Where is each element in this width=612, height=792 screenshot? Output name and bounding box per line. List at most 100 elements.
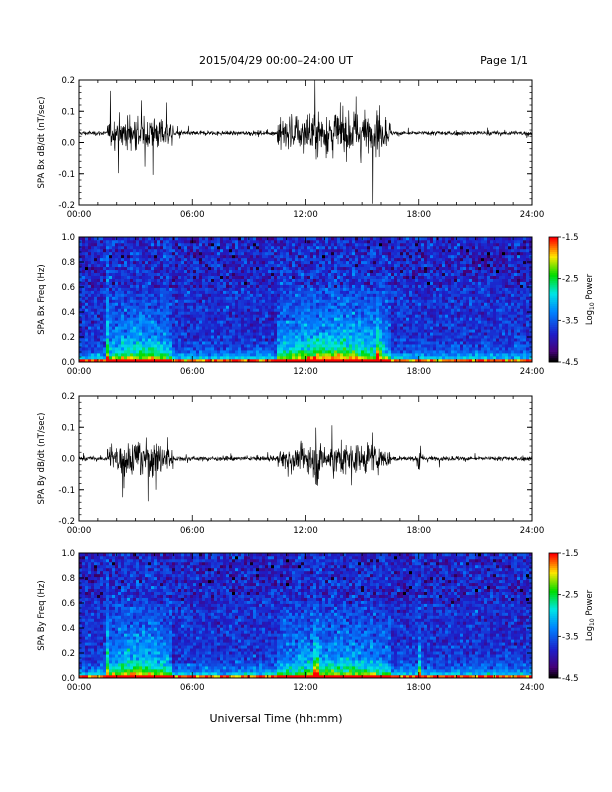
spectrogram-cell bbox=[385, 344, 389, 348]
spectrogram-cell bbox=[400, 347, 404, 351]
spectrogram-cell bbox=[424, 356, 428, 360]
spectrogram-cell bbox=[115, 302, 119, 306]
spectrogram-cell bbox=[406, 237, 410, 241]
spectrogram-cell bbox=[310, 341, 314, 345]
spectrogram-cell bbox=[82, 326, 86, 330]
spectrogram-cell bbox=[265, 237, 269, 241]
spectrogram-cell bbox=[190, 332, 194, 336]
spectrogram-cell bbox=[160, 237, 164, 241]
spectrogram-cell bbox=[181, 281, 185, 285]
spectrogram-cell bbox=[265, 353, 269, 357]
spectrogram-cell bbox=[325, 251, 329, 256]
spectrogram-cell bbox=[85, 281, 89, 285]
spectrogram-cell bbox=[364, 347, 368, 351]
spectrogram-cell bbox=[382, 308, 386, 312]
spectrogram-cell bbox=[373, 320, 377, 324]
spectrogram-cell bbox=[112, 332, 116, 336]
spectrogram-cell bbox=[337, 278, 341, 282]
spectrogram-cell bbox=[112, 242, 116, 247]
spectrogram-cell bbox=[199, 242, 203, 247]
spectrogram-cell bbox=[85, 251, 89, 256]
spectrogram-cell bbox=[280, 281, 284, 285]
spectrogram-cell bbox=[103, 332, 107, 336]
spectrogram-cell bbox=[187, 332, 191, 336]
spectrogram-cell bbox=[214, 254, 218, 259]
spectrogram-cell bbox=[97, 344, 101, 348]
spectrogram-cell bbox=[205, 287, 209, 291]
spectrogram-cell bbox=[256, 299, 260, 303]
spectrogram-cell bbox=[397, 251, 401, 256]
spectrogram-cell bbox=[166, 311, 170, 315]
spectrogram-cell bbox=[301, 329, 305, 333]
spectrogram-cell bbox=[97, 266, 101, 271]
spectrogram-cell bbox=[223, 272, 227, 276]
spectrogram-cell bbox=[244, 332, 248, 336]
spectrogram-cell bbox=[346, 323, 350, 327]
spectrogram-cell bbox=[139, 281, 143, 285]
spectrogram-cell bbox=[352, 356, 356, 360]
spectrogram-cell bbox=[211, 242, 215, 247]
spectrogram-cell bbox=[400, 344, 404, 348]
spectrogram-cell bbox=[397, 332, 401, 336]
spectrogram-cell bbox=[292, 311, 296, 315]
spectrogram-cell bbox=[343, 278, 347, 282]
spectrogram-cell bbox=[175, 320, 179, 324]
spectrogram-cell bbox=[184, 326, 188, 330]
spectrogram-cell bbox=[421, 260, 425, 265]
spectrogram-cell bbox=[406, 329, 410, 333]
spectrogram-cell bbox=[85, 350, 89, 354]
spectrogram-cell bbox=[133, 350, 137, 354]
spectrogram-cell bbox=[196, 296, 200, 300]
spectrogram-cell bbox=[397, 254, 401, 259]
spectrogram-cell bbox=[268, 317, 272, 321]
spectrogram-cell bbox=[106, 281, 110, 285]
spectrogram-cell bbox=[286, 260, 290, 265]
spectrogram-cell bbox=[109, 281, 113, 285]
spectrogram-cell bbox=[340, 260, 344, 265]
spectrogram-cell bbox=[307, 353, 311, 357]
spectrogram-cell bbox=[103, 278, 107, 282]
spectrogram-cell bbox=[151, 272, 155, 276]
spectrogram-cell bbox=[160, 338, 164, 342]
spectrogram-cell bbox=[211, 317, 215, 321]
spectrogram-cell bbox=[280, 296, 284, 300]
spectrogram-cell bbox=[202, 356, 206, 360]
spectrogram-cell bbox=[397, 311, 401, 315]
spectrogram-cell bbox=[205, 305, 209, 309]
spectrogram-cell bbox=[235, 296, 239, 300]
spectrogram-cell bbox=[193, 287, 197, 291]
spectrogram-cell bbox=[337, 290, 341, 294]
spectrogram-cell bbox=[412, 275, 416, 279]
spectrogram-cell bbox=[97, 272, 101, 276]
spectrogram-cell bbox=[139, 335, 143, 339]
spectrogram-cell bbox=[385, 278, 389, 282]
spectrogram-cell bbox=[217, 305, 221, 309]
spectrogram-cell bbox=[358, 323, 362, 327]
spectrogram-cell bbox=[178, 308, 182, 312]
spectrogram-cell bbox=[160, 347, 164, 351]
spectrogram-cell bbox=[211, 237, 215, 241]
spectrogram-cell bbox=[136, 338, 140, 342]
spectrogram-cell bbox=[316, 248, 320, 253]
spectrogram-cell bbox=[391, 237, 395, 241]
spectrogram-cell bbox=[397, 323, 401, 327]
spectrogram-cell bbox=[133, 296, 137, 300]
spectrogram-cell bbox=[139, 344, 143, 348]
spectrogram-cell bbox=[82, 254, 86, 259]
spectrogram-cell bbox=[133, 278, 137, 282]
spectrogram-cell bbox=[256, 311, 260, 315]
spectrogram-cell bbox=[91, 350, 95, 354]
spectrogram-cell bbox=[415, 245, 419, 250]
spectrogram-cell bbox=[178, 260, 182, 265]
spectrogram-cell bbox=[91, 311, 95, 315]
spectrogram-cell bbox=[310, 305, 314, 309]
spectrogram-cell bbox=[151, 296, 155, 300]
spectrogram-cell bbox=[178, 320, 182, 324]
spectrogram-cell bbox=[289, 308, 293, 312]
spectrogram-cell bbox=[91, 251, 95, 256]
spectrogram-cell bbox=[112, 308, 116, 312]
spectrogram-cell bbox=[289, 254, 293, 259]
spectrogram-cell bbox=[298, 272, 302, 276]
spectrogram-cell bbox=[130, 320, 134, 324]
spectrogram-cell bbox=[82, 266, 86, 271]
